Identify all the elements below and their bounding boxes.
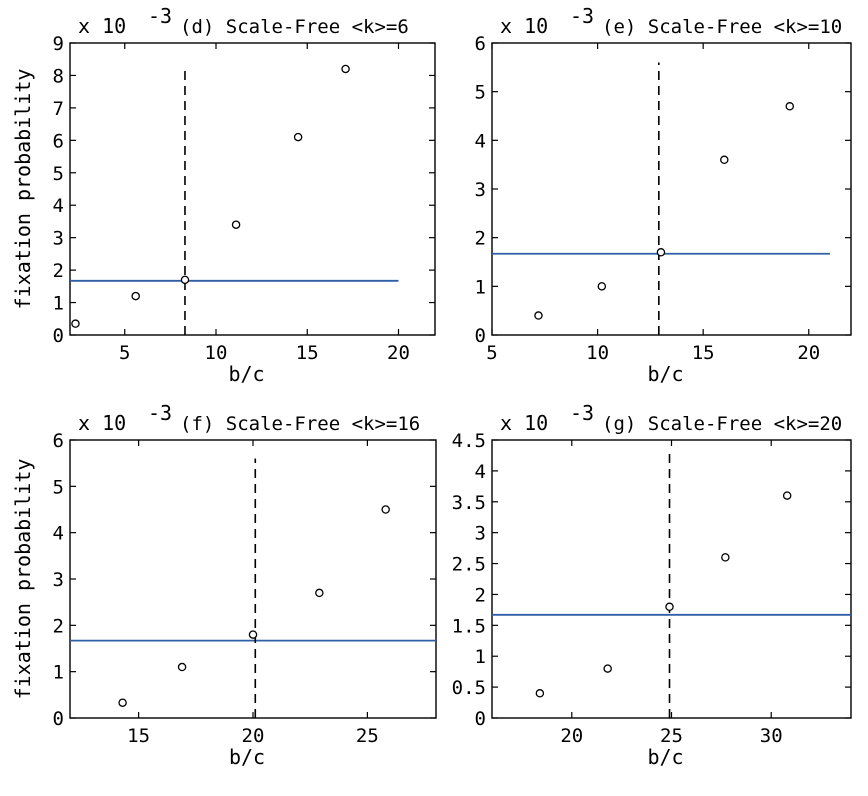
x-tick-label: 15 bbox=[127, 725, 150, 747]
plot-frame bbox=[491, 439, 852, 719]
plot-frame bbox=[69, 42, 436, 336]
axis-multiplier-exponent: -3 bbox=[148, 4, 172, 28]
y-axis-label: fixation probability bbox=[11, 459, 35, 700]
x-axis-label: b/c bbox=[647, 745, 683, 769]
y-tick-label: 1 bbox=[53, 662, 64, 684]
axis-multiplier-exponent: -3 bbox=[570, 401, 594, 425]
subplot-4: 20 25 30 0 0.5 1 1.5 2 2.5 3 3.5 4 4.5 x 10 -3 (g) Scal… bbox=[452, 401, 852, 769]
data-point bbox=[720, 155, 729, 165]
y-tick-label: 5 bbox=[53, 476, 64, 498]
axis-multiplier: x 10 bbox=[500, 411, 548, 435]
y-tick-label: 1 bbox=[53, 293, 64, 315]
data-point bbox=[665, 602, 674, 612]
y-tick-label: 1 bbox=[475, 276, 486, 298]
y-tick-label: 7 bbox=[53, 98, 64, 120]
y-tick-label: 0 bbox=[475, 325, 486, 347]
data-point bbox=[721, 553, 730, 562]
data-point bbox=[248, 630, 258, 639]
y-tick-label: 4 bbox=[475, 461, 486, 483]
axis-multiplier-exponent: -3 bbox=[148, 401, 172, 425]
axis-multiplier: x 10 bbox=[78, 411, 126, 435]
y-axis-label: fixation probability bbox=[11, 69, 35, 310]
data-point bbox=[231, 220, 241, 229]
data-point bbox=[603, 664, 612, 673]
y-tick-label: 5 bbox=[53, 163, 64, 185]
y-tick-label: 9 bbox=[53, 33, 64, 55]
y-tick-label: 6 bbox=[53, 430, 64, 452]
y-tick-label: 2 bbox=[475, 228, 486, 250]
axis-multiplier-exponent: -3 bbox=[570, 4, 594, 28]
y-tick-label: 6 bbox=[475, 33, 486, 55]
data-point bbox=[597, 282, 607, 291]
x-tick-label: 25 bbox=[660, 725, 683, 747]
x-tick-label: 10 bbox=[205, 342, 228, 364]
y-tick-label: 0 bbox=[53, 708, 64, 730]
data-point bbox=[180, 275, 190, 285]
y-tick-label: 4.5 bbox=[452, 430, 486, 452]
data-point bbox=[315, 588, 324, 598]
subplot-1: 5 10 15 20 0 1 2 3 4 5 6 7 8 9 x 10 -3 (d) Scale-Free <k… bbox=[11, 4, 436, 386]
subplot-3: 15 20 25 0 1 2 3 4 5 6 x 10 -3 (f) Scale-Free <k>=16… bbox=[11, 401, 437, 769]
data-point bbox=[381, 505, 390, 514]
data-point bbox=[341, 64, 350, 74]
axis-multiplier: x 10 bbox=[500, 14, 548, 38]
x-axis-label: b/c bbox=[228, 362, 264, 386]
x-axis-label: b/c bbox=[229, 745, 265, 769]
y-tick-label: 4 bbox=[475, 130, 486, 152]
data-point bbox=[656, 248, 666, 257]
y-tick-label: 8 bbox=[53, 65, 64, 87]
data-point bbox=[293, 132, 303, 142]
chart-title: (e) Scale-Free <k>=10 bbox=[602, 16, 842, 38]
x-tick-label: 5 bbox=[486, 342, 497, 364]
axis-multiplier: x 10 bbox=[78, 14, 126, 38]
y-tick-label: 3.5 bbox=[452, 492, 486, 514]
x-tick-label: 15 bbox=[296, 342, 319, 364]
plot-frame bbox=[491, 42, 852, 336]
y-tick-label: 0 bbox=[475, 708, 486, 730]
y-tick-label: 2.5 bbox=[452, 554, 486, 576]
y-tick-label: 2 bbox=[53, 260, 64, 282]
y-tick-label: 3 bbox=[53, 569, 64, 591]
y-tick-label: 3 bbox=[475, 179, 486, 201]
y-tick-label: 3 bbox=[475, 523, 486, 545]
y-tick-label: 6 bbox=[53, 130, 64, 152]
data-point bbox=[782, 491, 792, 500]
y-tick-label: 2 bbox=[475, 584, 486, 606]
data-point bbox=[131, 291, 140, 301]
x-tick-label: 20 bbox=[797, 342, 820, 364]
chart-title: (d) Scale-Free <k>=6 bbox=[180, 16, 409, 38]
data-point bbox=[785, 102, 795, 111]
y-tick-label: 1 bbox=[475, 646, 486, 668]
y-tick-label: 5 bbox=[475, 82, 486, 104]
y-tick-label: 4 bbox=[53, 195, 64, 217]
x-tick-label: 30 bbox=[760, 725, 783, 747]
x-tick-label: 25 bbox=[356, 725, 379, 747]
data-point bbox=[177, 662, 187, 672]
y-tick-label: 1.5 bbox=[452, 615, 486, 637]
chart-title: (f) Scale-Free <k>=16 bbox=[180, 413, 420, 435]
x-tick-label: 5 bbox=[119, 342, 130, 364]
data-point bbox=[71, 319, 80, 328]
subplot-2: 5 10 15 20 0 1 2 3 4 5 6 x 10 -3 (e) Scale-Free <k>=1… bbox=[475, 4, 852, 386]
y-tick-label: 0.5 bbox=[452, 677, 486, 699]
y-tick-label: 4 bbox=[53, 523, 64, 545]
data-point bbox=[118, 698, 127, 707]
data-point bbox=[535, 689, 545, 698]
chart-title: (g) Scale-Free <k>=20 bbox=[602, 413, 842, 435]
y-tick-label: 2 bbox=[53, 615, 64, 637]
x-tick-label: 20 bbox=[387, 342, 410, 364]
x-axis-label: b/c bbox=[647, 362, 683, 386]
y-tick-label: 0 bbox=[53, 325, 64, 347]
plot-frame bbox=[69, 439, 437, 719]
y-tick-label: 3 bbox=[53, 228, 64, 250]
x-tick-label: 20 bbox=[560, 725, 583, 747]
data-point bbox=[534, 311, 543, 320]
x-tick-label: 15 bbox=[692, 342, 715, 364]
x-tick-label: 10 bbox=[586, 342, 609, 364]
x-tick-label: 20 bbox=[242, 725, 265, 747]
